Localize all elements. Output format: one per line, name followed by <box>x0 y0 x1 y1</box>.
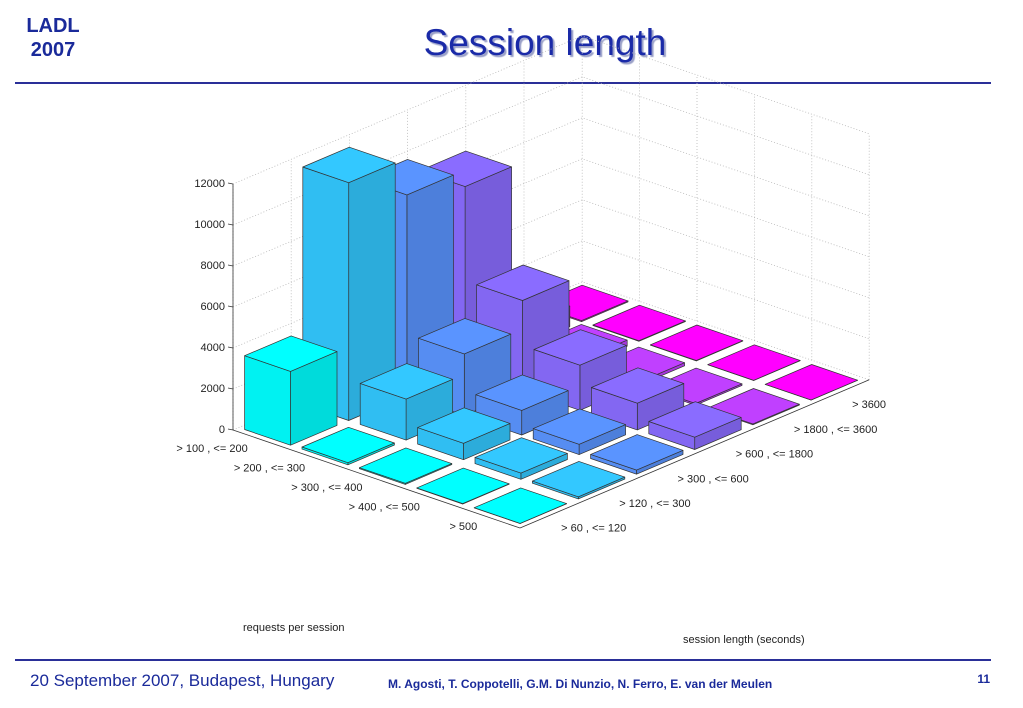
z-tick-label: 10000 <box>194 219 225 231</box>
z-tick-label: 6000 <box>201 301 225 313</box>
bar-top <box>244 335 338 372</box>
bar-top <box>359 363 453 400</box>
column-axis <box>519 379 870 529</box>
z-tick <box>227 387 234 390</box>
z-tick-label: 2000 <box>201 383 225 395</box>
row-tick-label: > 100 , <= 200 <box>176 443 247 455</box>
column-tick-label: > 600 , <= 1800 <box>736 449 813 461</box>
column-tick-label: > 60 , <= 120 <box>561 523 626 535</box>
bar-top <box>302 146 396 184</box>
bar-top <box>476 264 570 301</box>
bar-top <box>764 364 858 401</box>
slide-title: Session length <box>423 22 667 63</box>
row-axis-title: requests per session <box>243 622 345 634</box>
bar-top <box>533 329 627 366</box>
bar-top <box>417 407 511 444</box>
column-axis-title: session length (seconds) <box>683 634 805 646</box>
bar-top <box>648 401 742 438</box>
row-tick-label: > 500 <box>449 521 477 533</box>
bar-top <box>590 434 684 471</box>
z-tick-label: 4000 <box>201 342 225 354</box>
gridline <box>232 35 870 185</box>
header-divider <box>15 82 991 84</box>
bar-top <box>591 367 685 404</box>
logo-line-2: 2007 <box>30 39 76 61</box>
z-tick <box>227 346 234 349</box>
bar-top <box>416 467 510 504</box>
z-tick <box>227 264 234 267</box>
column-tick-label: > 120 , <= 300 <box>619 498 690 510</box>
footer-authors: M. Agosti, T. Coppotelli, G.M. Di Nunzio… <box>388 677 773 691</box>
z-tick <box>227 305 234 308</box>
bar-top <box>474 437 568 474</box>
row-tick-label: > 300 , <= 400 <box>291 482 362 494</box>
bar-top <box>707 344 801 381</box>
z-tick-label: 8000 <box>201 260 225 272</box>
bar-top <box>532 408 626 445</box>
bar-top <box>592 304 686 342</box>
row-tick-label: > 200 , <= 300 <box>234 462 305 474</box>
bar-top <box>301 426 395 464</box>
z-tick-label: 0 <box>219 424 225 436</box>
bar-top <box>650 324 744 361</box>
row-axis <box>232 429 521 529</box>
bar-top <box>475 374 569 411</box>
footer-place-date: 20 September 2007, Budapest, Hungary <box>30 671 335 690</box>
column-tick-label: > 1800 , <= 3600 <box>794 424 878 436</box>
page-number: 11 <box>977 672 990 686</box>
bar-top <box>473 487 567 524</box>
conference-logo: LADL 2007 <box>18 14 88 62</box>
footer-divider <box>15 659 991 661</box>
z-tick <box>227 223 234 226</box>
bar-top <box>418 318 512 355</box>
column-tick-label: > 3600 <box>852 399 886 411</box>
z-tick-label: 12000 <box>194 178 225 190</box>
bar-top <box>532 461 626 498</box>
column-tick-label: > 300 , <= 600 <box>678 473 749 485</box>
bar-top <box>359 447 453 484</box>
row-tick-label: > 400 , <= 500 <box>349 502 420 514</box>
z-tick <box>227 182 234 185</box>
logo-line-1: LADL <box>26 15 80 37</box>
z-tick <box>227 428 234 431</box>
